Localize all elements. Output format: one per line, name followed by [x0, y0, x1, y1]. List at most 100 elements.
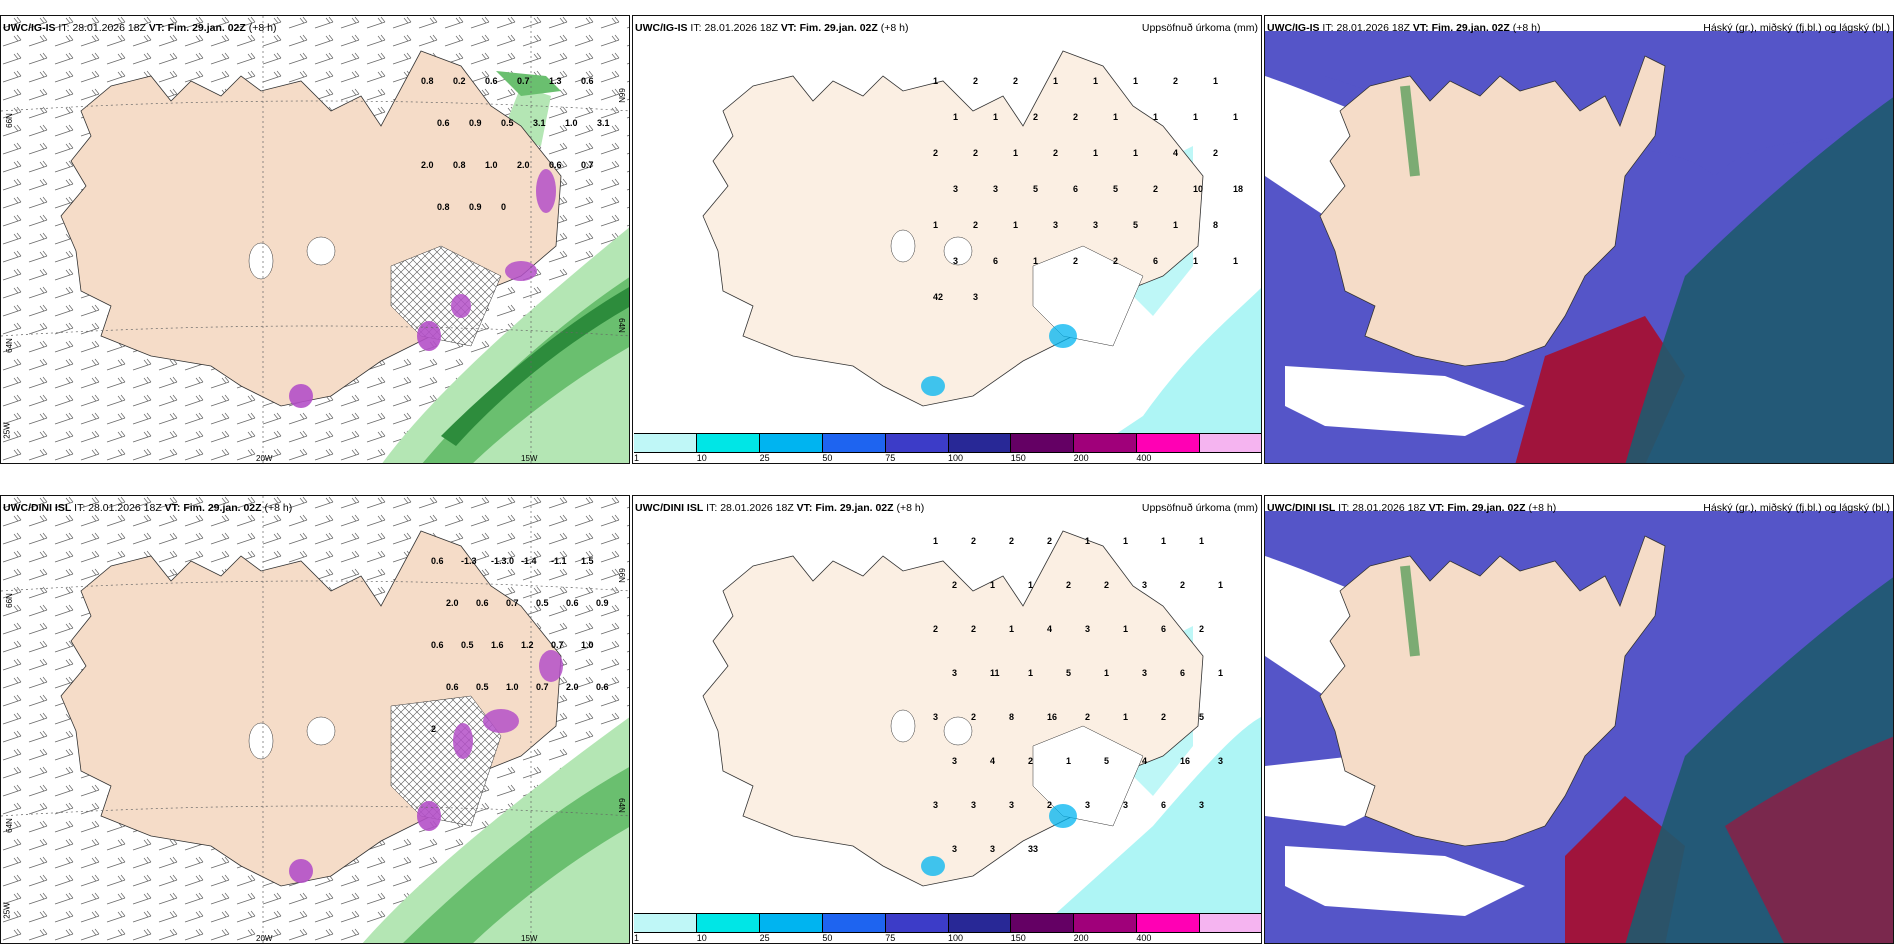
map-value-label: 0.7: [506, 598, 519, 608]
map-value-label: 0.6: [437, 118, 450, 128]
axis-label-lon15: 15W: [521, 454, 538, 463]
panel-right-title: Háský (gr.), miðský (fj.bl.) og lágský (…: [1703, 502, 1890, 514]
map-wind-precip-igis: [1, 16, 629, 463]
map-value-label: 2: [1199, 624, 1205, 634]
map-value-label: 3: [953, 184, 959, 194]
map-value-label: 1: [1093, 76, 1099, 86]
map-value-label: 1: [933, 220, 939, 230]
map-value-label: 1: [1133, 76, 1139, 86]
map-value-label: -1.3: [461, 556, 477, 566]
map-value-label: 2: [1173, 76, 1179, 86]
legend-swatch: [1010, 914, 1074, 932]
panel-wind-precip-dini: UWC/DINI ISL IT: 28.01.2026 18Z VT: Fim.…: [0, 495, 630, 944]
map-value-label: 0.8: [437, 202, 450, 212]
map-value-label: 3: [1142, 580, 1148, 590]
map-value-label: 2: [1033, 112, 1039, 122]
map-value-label: 0.9: [469, 202, 482, 212]
map-value-label: 3: [933, 712, 939, 722]
map-value-label: 5: [1113, 184, 1119, 194]
map-value-label: 0.5: [461, 640, 474, 650]
map-value-label: 2: [1113, 256, 1119, 266]
legend-tick: 100: [948, 933, 964, 943]
map-value-label: 1: [1013, 220, 1019, 230]
map-value-label: 0: [501, 202, 507, 212]
map-value-label: 1: [1028, 668, 1034, 678]
map-value-label: 33: [1028, 844, 1039, 854]
map-value-label: 0.9: [596, 598, 609, 608]
map-value-label: 2: [1066, 580, 1072, 590]
legend-swatch: [758, 434, 822, 452]
map-value-label: 1.5: [581, 556, 594, 566]
map-value-label: 3: [973, 292, 979, 302]
panel-right-title: Háský (gr.), miðský (fj.bl.) og lágský (…: [1703, 22, 1890, 34]
map-value-label: 0.2: [453, 76, 466, 86]
axis-label-lon15: 15W: [521, 934, 538, 943]
map-value-label: 2: [1013, 76, 1019, 86]
map-value-label: 1: [1123, 624, 1129, 634]
map-value-label: 1: [1033, 256, 1039, 266]
map-value-label: 1: [993, 112, 999, 122]
map-value-label: 1: [1233, 256, 1239, 266]
map-value-label: 2: [933, 148, 939, 158]
map-value-label: 2: [933, 624, 939, 634]
panel-precip-accum-dini: UWC/DINI ISL IT: 28.01.2026 18Z VT: Fim.…: [632, 495, 1262, 944]
map-value-label: 1.0: [485, 160, 498, 170]
panel-right-title: Uppsöfnuð úrkoma (mm): [1141, 502, 1258, 514]
map-value-label: 1: [1193, 256, 1199, 266]
legend-tick: 200: [1073, 453, 1089, 463]
map-value-label: 6: [1073, 184, 1079, 194]
map-value-label: 4: [990, 756, 996, 766]
map-value-label: 0.6: [485, 76, 498, 86]
map-value-label: 3: [952, 668, 958, 678]
map-value-label: 1: [1153, 112, 1159, 122]
panel-header: UWC/DINI ISL IT: 28.01.2026 18Z VT: Fim.…: [3, 502, 293, 514]
map-value-label: 5: [1066, 668, 1072, 678]
map-value-label: 1: [1213, 76, 1219, 86]
legend-tick: 50: [822, 453, 833, 463]
map-value-label: 2: [1047, 800, 1053, 810]
axis-label-lon20: 20W: [256, 934, 273, 943]
map-value-label: 2: [973, 220, 979, 230]
map-value-label: 42: [933, 292, 944, 302]
map-value-label: 1: [1066, 756, 1072, 766]
panel-header: UWC/IG-IS IT: 28.01.2026 18Z VT: Fim. 29…: [635, 22, 909, 34]
map-value-label: 0.7: [536, 682, 549, 692]
map-value-label: 0.8: [453, 160, 466, 170]
map-clouds-dini: [1265, 511, 1893, 943]
map-value-label: 1.3: [549, 76, 562, 86]
map-value-label: 1: [1123, 712, 1129, 722]
legend-tick: 25: [759, 453, 770, 463]
map-value-label: 1: [1093, 148, 1099, 158]
panel-header: UWC/DINI ISL IT: 28.01.2026 18Z VT: Fim.…: [1267, 502, 1557, 514]
map-value-label: 2: [971, 624, 977, 634]
map-value-label: 4: [1142, 756, 1148, 766]
map-value-label: 3: [1093, 220, 1099, 230]
map-wind-precip-dini: [1, 496, 629, 943]
map-value-label: 2.0: [566, 682, 579, 692]
map-value-label: 2: [1073, 256, 1079, 266]
legend-swatch: [1136, 914, 1200, 932]
map-value-label: 3: [971, 800, 977, 810]
map-value-label: -1.3.0: [491, 556, 515, 566]
legend-tick: 100: [948, 453, 964, 463]
panel-right-title: Uppsöfnuð úrkoma (mm): [1141, 22, 1258, 34]
map-value-label: 0.7: [551, 640, 564, 650]
map-value-label: 1: [1133, 148, 1139, 158]
precip-legend: 1 10 25 50 75 100 150 200 400: [634, 913, 1261, 943]
map-value-label: 1: [1199, 536, 1205, 546]
legend-tick: 25: [759, 933, 770, 943]
map-value-label: 0.6: [446, 682, 459, 692]
map-value-label: 2: [971, 536, 977, 546]
precip-legend: 1 10 25 50 75 100 150 200 400: [634, 433, 1261, 463]
map-value-label: 3: [953, 256, 959, 266]
map-value-label: -1.1: [551, 556, 567, 566]
map-value-label: 1: [933, 76, 939, 86]
map-value-label: 1.2: [521, 640, 534, 650]
panel-clouds-dini: UWC/DINI ISL IT: 28.01.2026 18Z VT: Fim.…: [1264, 495, 1894, 944]
map-value-label: 0.6: [566, 598, 579, 608]
map-value-label: 4: [1047, 624, 1053, 634]
map-value-label: 2: [1073, 112, 1079, 122]
map-value-label: 16: [1180, 756, 1191, 766]
legend-tick: 75: [885, 453, 896, 463]
map-value-label: 16: [1047, 712, 1058, 722]
